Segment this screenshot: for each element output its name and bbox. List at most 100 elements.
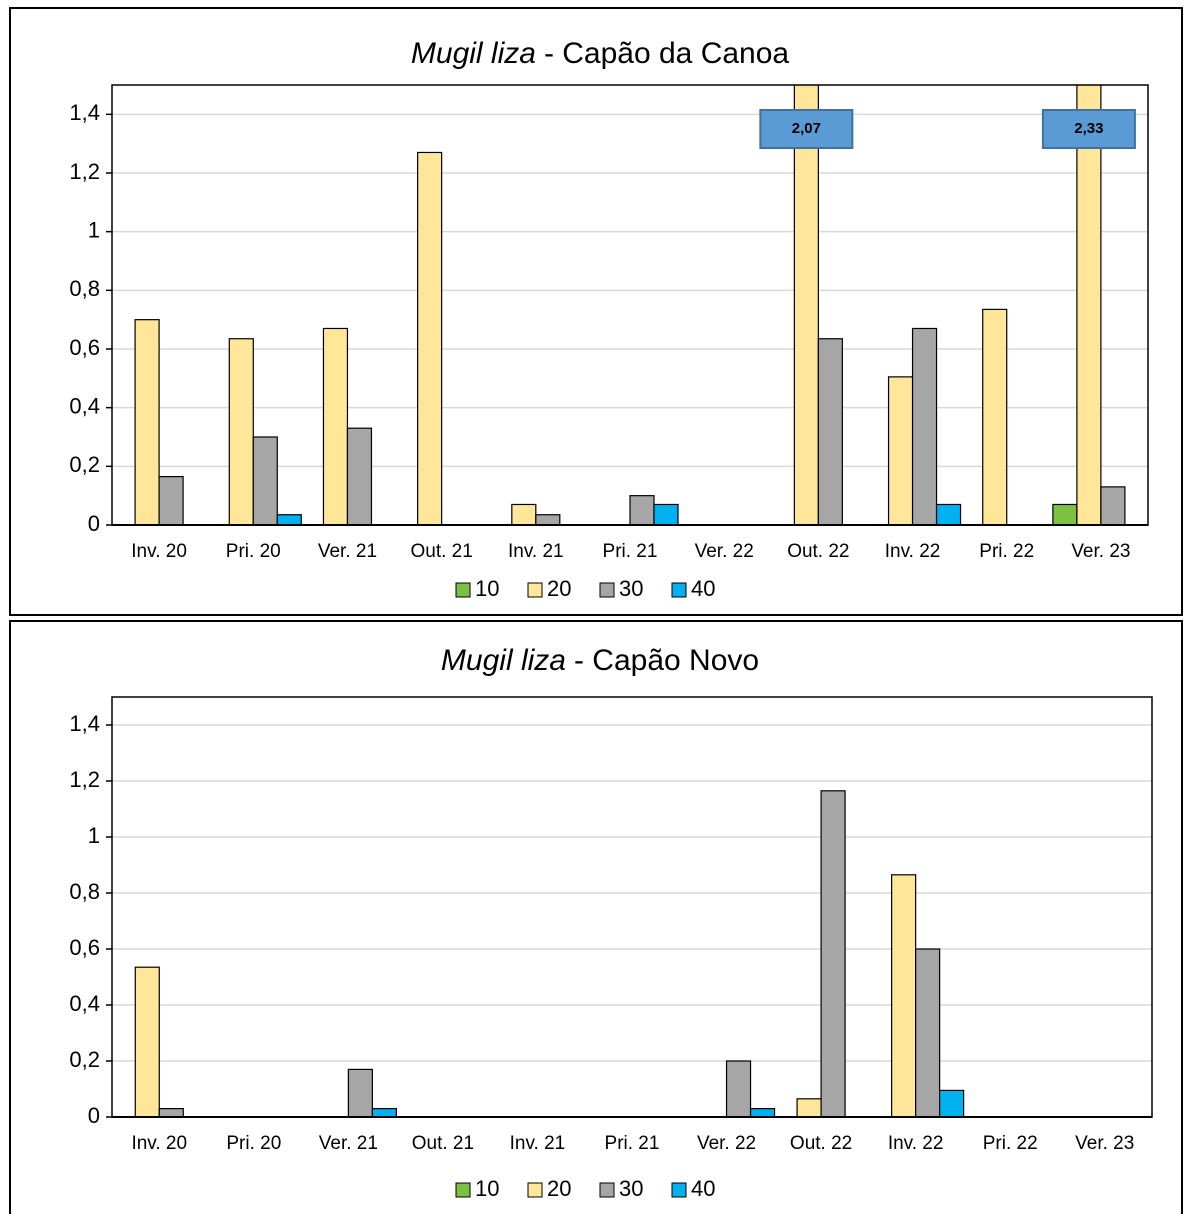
bar: [629, 495, 655, 525]
bar: [1052, 503, 1078, 525]
bar: [817, 338, 843, 525]
bar: [158, 1107, 184, 1117]
x-tick-label: Ver. 23: [1071, 541, 1130, 562]
data-label: 2,07: [792, 120, 821, 137]
bar: [276, 514, 302, 525]
y-tick-label: 0,4: [69, 393, 100, 418]
bar: [887, 376, 914, 525]
y-tick-label: 1: [88, 823, 100, 848]
legend-label: 20: [547, 1176, 571, 1201]
bar: [134, 966, 160, 1117]
x-tick-label: Inv. 22: [885, 541, 941, 562]
y-tick-label: 0,2: [69, 452, 100, 477]
y-tick-label: 0,6: [69, 935, 100, 960]
bar: [749, 1107, 776, 1117]
bar: [1100, 486, 1126, 525]
chart-frame: [9, 7, 1183, 616]
legend-label: 20: [547, 576, 571, 601]
legend-swatch: [671, 1182, 687, 1198]
data-label-box: [759, 109, 854, 149]
x-tick-label: Pri. 22: [983, 1133, 1038, 1154]
title-part: - Capão Novo: [574, 644, 759, 677]
plot-border: [111, 696, 1153, 1118]
bar: [725, 1060, 752, 1117]
x-tick-label: Pri. 21: [603, 541, 658, 562]
x-tick-label: Ver. 22: [695, 541, 754, 562]
y-tick-label: 0: [88, 511, 100, 536]
bar: [911, 327, 938, 525]
bar: [347, 1068, 373, 1117]
y-tick-label: 1,2: [69, 159, 100, 184]
y-tick-label: 1: [88, 217, 100, 242]
legend-label: 30: [619, 576, 643, 601]
bar: [158, 476, 184, 525]
x-tick-label: Inv. 22: [888, 1133, 944, 1154]
legend-label: 40: [691, 576, 715, 601]
y-tick-label: 0,8: [69, 276, 100, 301]
x-tick-label: Pri. 20: [226, 1133, 281, 1154]
plot: [134, 790, 965, 1117]
legend-label: 30: [619, 1176, 643, 1201]
legend-label: 10: [475, 576, 499, 601]
y-tick-label: 0,4: [69, 991, 100, 1016]
y-tick-label: 0,8: [69, 879, 100, 904]
x-tick-label: Pri. 21: [605, 1133, 660, 1154]
bar: [915, 948, 941, 1117]
bar: [793, 85, 819, 525]
chart-frame: [9, 620, 1183, 1214]
x-tick-label: Pri. 20: [226, 541, 281, 562]
x-tick-label: Out. 21: [412, 1133, 474, 1154]
x-tick-label: Inv. 20: [131, 1133, 187, 1154]
legend-swatch: [455, 582, 471, 598]
plot: [134, 85, 1126, 525]
bar: [820, 790, 846, 1117]
bar: [417, 151, 443, 525]
bar: [322, 327, 349, 525]
bar: [982, 308, 1008, 525]
legend-swatch: [527, 582, 543, 598]
data-label-box: [1041, 109, 1136, 149]
x-tick-label: Out. 22: [790, 1133, 852, 1154]
bar: [511, 503, 537, 525]
y-tick-label: 0,2: [69, 1047, 100, 1072]
x-tick-label: Inv. 21: [510, 1133, 566, 1154]
x-tick-label: Inv. 21: [508, 541, 564, 562]
legend-swatch: [599, 1182, 615, 1198]
bar: [939, 1089, 965, 1117]
bar: [935, 503, 962, 525]
bar: [891, 874, 917, 1117]
title-part: - Capão da Canoa: [544, 37, 789, 70]
bar: [1076, 85, 1102, 525]
x-tick-label: Out. 22: [787, 541, 849, 562]
y-tick-label: 0,6: [69, 335, 100, 360]
chart-title: Mugil liza - Capão da Canoa: [411, 37, 790, 70]
y-tick-label: 0: [88, 1103, 100, 1128]
title-part: Mugil liza: [411, 37, 536, 70]
legend-label: 10: [475, 1176, 499, 1201]
x-tick-label: Out. 21: [410, 541, 472, 562]
legend-swatch: [455, 1182, 471, 1198]
bar: [653, 503, 679, 525]
title-part: Mugil liza: [441, 644, 566, 677]
legend-swatch: [599, 582, 615, 598]
bar: [252, 436, 278, 525]
bar: [535, 514, 561, 525]
x-tick-label: Ver. 22: [697, 1133, 756, 1154]
x-tick-label: Pri. 22: [979, 541, 1034, 562]
y-tick-label: 1,4: [69, 711, 100, 736]
bar: [796, 1098, 822, 1117]
x-tick-label: Ver. 23: [1075, 1133, 1134, 1154]
bar: [346, 427, 373, 525]
x-tick-label: Inv. 20: [131, 541, 187, 562]
data-label: 2,33: [1074, 120, 1103, 137]
chart-title: Mugil liza - Capão Novo: [441, 644, 759, 677]
legend-swatch: [527, 1182, 543, 1198]
legend-label: 40: [691, 1176, 715, 1201]
y-tick-label: 1,4: [69, 100, 100, 125]
x-tick-label: Ver. 21: [318, 541, 377, 562]
x-tick-label: Ver. 21: [319, 1133, 378, 1154]
bar: [371, 1107, 397, 1117]
legend-swatch: [671, 582, 687, 598]
bar: [228, 338, 254, 525]
